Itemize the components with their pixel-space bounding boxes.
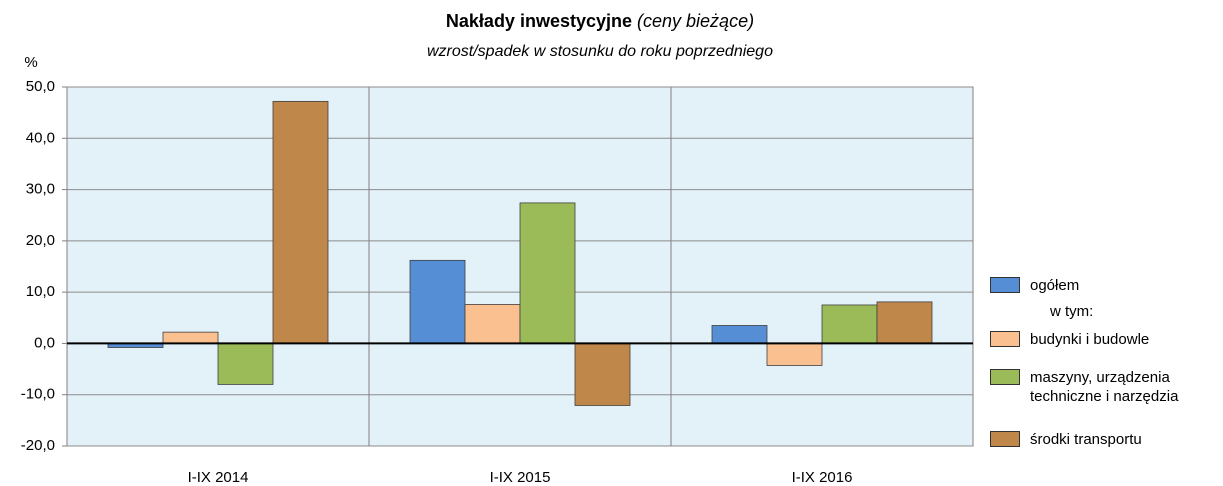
legend-swatch bbox=[990, 331, 1020, 347]
bar bbox=[162, 331, 219, 344]
bar bbox=[574, 343, 631, 406]
y-tick-label: 40,0 bbox=[26, 129, 55, 146]
legend-swatch bbox=[990, 431, 1020, 447]
legend-note: w tym: bbox=[1050, 303, 1094, 320]
bar bbox=[519, 202, 576, 344]
y-tick-label: 20,0 bbox=[26, 232, 55, 249]
title-note: (ceny bieżące) bbox=[637, 11, 754, 31]
x-tick-label: I-IX 2014 bbox=[188, 469, 249, 486]
legend-swatch bbox=[990, 369, 1020, 385]
legend-label: budynki i budowle bbox=[1030, 331, 1150, 348]
bar bbox=[217, 343, 274, 385]
x-tick-label: I-IX 2016 bbox=[792, 469, 853, 486]
subtitle: wzrost/spadek w stosunku do roku poprzed… bbox=[427, 43, 773, 60]
bar bbox=[409, 259, 466, 344]
bar bbox=[766, 343, 823, 366]
bar bbox=[876, 301, 933, 344]
y-tick-label: 50,0 bbox=[26, 78, 55, 95]
legend-item: środki transportu bbox=[990, 430, 1220, 449]
legend-item: ogółem bbox=[990, 276, 1220, 295]
legend-item: maszyny, urządzenia techniczne i narzędz… bbox=[990, 368, 1220, 406]
legend-swatch bbox=[990, 277, 1020, 293]
title-main: Nakłady inwestycyjne bbox=[446, 11, 632, 31]
y-tick-label: 10,0 bbox=[26, 283, 55, 300]
legend-item: budynki i budowle bbox=[990, 330, 1220, 349]
bar bbox=[711, 325, 768, 344]
legend-label: środki transportu bbox=[1030, 431, 1142, 448]
x-tick-label: I-IX 2015 bbox=[490, 469, 551, 486]
y-tick-label: 30,0 bbox=[26, 181, 55, 198]
legend-label: maszyny, urządzenia techniczne i narzędz… bbox=[1030, 369, 1179, 405]
y-tick-label: -10,0 bbox=[21, 386, 55, 403]
y-tick-label: -20,0 bbox=[21, 437, 55, 454]
bar bbox=[272, 100, 329, 344]
bar bbox=[464, 304, 521, 344]
y-tick-label: 0,0 bbox=[34, 334, 55, 351]
legend-label: ogółem bbox=[1030, 277, 1080, 294]
bar bbox=[821, 304, 878, 344]
y-axis-label: % bbox=[24, 54, 37, 71]
chart-title: Nakłady inwestycyjne (ceny bieżące) bbox=[446, 11, 754, 31]
